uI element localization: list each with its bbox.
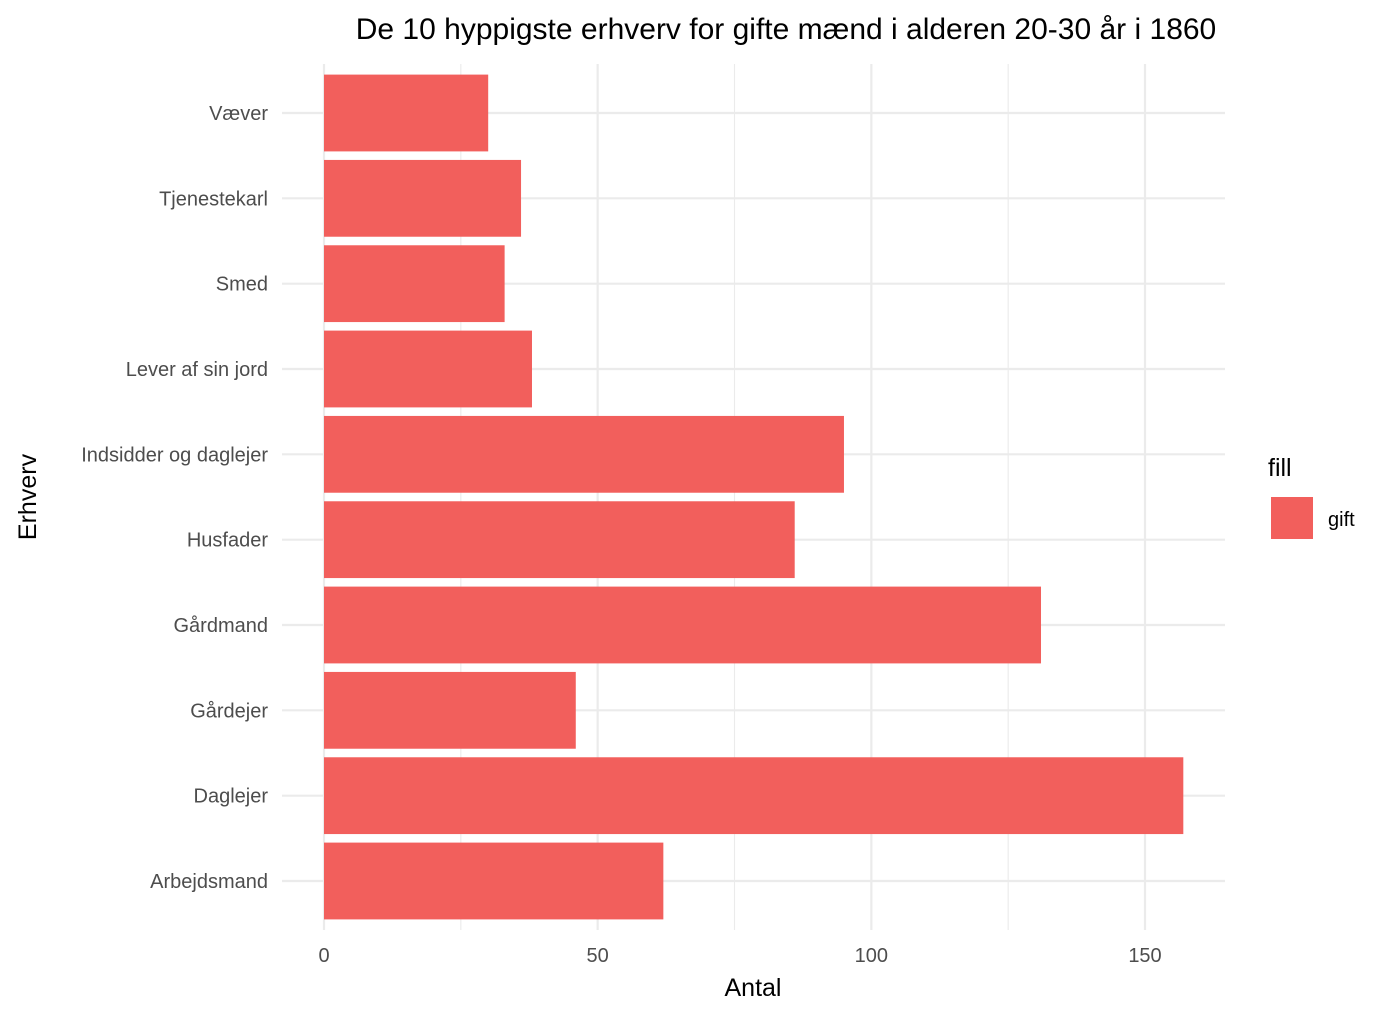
x-tick-label: 50	[587, 945, 609, 967]
y-tick-label: Indsidder og daglejer	[81, 444, 268, 466]
bar-gårdejer	[324, 671, 576, 749]
bar-lever-af-sin-jord	[324, 330, 532, 408]
y-tick-label: Husfader	[187, 530, 268, 552]
bar-arbejdsmand	[324, 842, 664, 920]
x-axis-title: Antal	[725, 974, 782, 1002]
y-tick-label: Væver	[209, 103, 268, 125]
x-tick-label: 100	[855, 945, 888, 967]
x-tick-label: 150	[1128, 945, 1161, 967]
y-axis-title: Erhverv	[14, 453, 42, 540]
bar-tjenestekarl	[324, 159, 522, 237]
legend-label-gift: gift	[1328, 509, 1355, 531]
legend: fill gift	[1268, 454, 1355, 539]
bar-daglejer	[324, 757, 1184, 835]
y-tick-label: Smed	[216, 274, 268, 296]
bar-indsidder-og-daglejer	[324, 415, 844, 493]
y-tick-label: Gårdejer	[190, 700, 268, 722]
bar-gårdmand	[324, 586, 1042, 664]
legend-swatch-gift	[1271, 497, 1313, 539]
bar-væver	[324, 74, 489, 152]
bar-husfader	[324, 501, 795, 579]
y-axis-tick-labels: Arbejdsmand Daglejer Gårdejer Gårdmand Husfa…	[81, 103, 268, 893]
y-tick-label: Gårdmand	[174, 615, 269, 637]
bar-smed	[324, 245, 505, 323]
chart-title: De 10 hyppigste erhverv for gifte mænd i…	[356, 13, 1217, 46]
x-tick-label: 0	[318, 945, 329, 967]
y-tick-label: Daglejer	[194, 786, 269, 808]
y-tick-label: Tjenestekarl	[159, 188, 268, 210]
legend-title: fill	[1268, 454, 1292, 482]
bars	[324, 74, 1184, 920]
x-axis-tick-labels: 0 50 100 150	[318, 945, 1161, 967]
y-tick-label: Arbejdsmand	[150, 871, 268, 893]
y-tick-label: Lever af sin jord	[126, 359, 268, 381]
